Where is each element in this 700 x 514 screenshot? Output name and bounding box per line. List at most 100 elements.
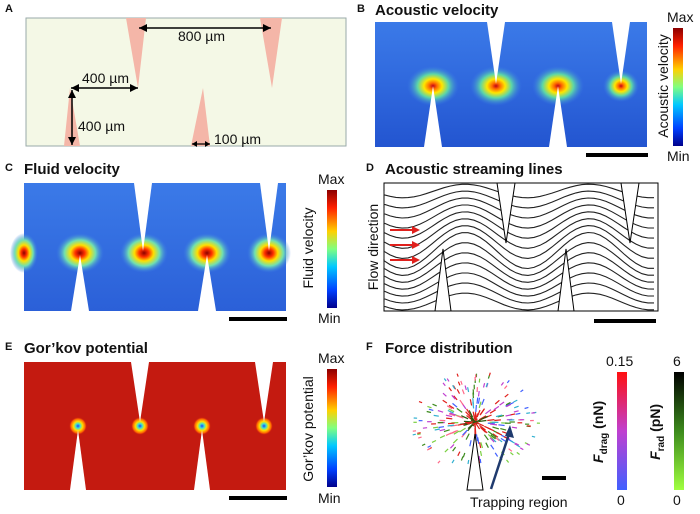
force-vector <box>498 424 505 427</box>
force-vector <box>452 402 458 408</box>
panel-d-scalebar <box>594 319 656 323</box>
force-vector <box>494 399 500 405</box>
force-vector <box>519 447 524 451</box>
force-vector <box>476 409 481 418</box>
sharp-edge-bottom-2 <box>191 88 210 146</box>
force-vector <box>479 408 485 415</box>
panel-f-force-field <box>412 372 566 491</box>
force-vector <box>513 405 519 409</box>
force-vector <box>453 395 458 401</box>
panel-a-schematic <box>25 17 347 147</box>
force-vector <box>487 375 490 379</box>
force-vector <box>477 391 480 397</box>
force-vector <box>451 459 455 464</box>
force-vector <box>526 443 531 446</box>
force-vector <box>496 431 503 436</box>
force-vector <box>445 432 452 436</box>
force-vector <box>483 434 489 441</box>
force-vector <box>469 399 473 406</box>
force-vector <box>460 380 463 385</box>
panel-b-scalebar <box>586 153 648 157</box>
panel-e-cb-min: Min <box>318 490 341 506</box>
force-vector <box>478 401 482 409</box>
force-vector <box>482 383 486 388</box>
force-vector <box>446 417 453 420</box>
force-vector <box>479 415 487 421</box>
force-vector <box>487 419 495 422</box>
panel-e-scalebar <box>229 496 287 500</box>
sharp-edge-top-2 <box>260 18 282 88</box>
panel-e-field <box>24 362 286 490</box>
panel-f-letter: F <box>366 341 373 353</box>
force-vector <box>456 389 461 394</box>
panel-e-title: Gor’kov potential <box>24 340 148 357</box>
panel-b-colorbar <box>673 28 683 146</box>
force-vector <box>492 426 500 430</box>
streamline <box>383 218 654 249</box>
force-vector <box>479 450 483 457</box>
panel-e-cb-max: Max <box>318 350 345 366</box>
force-vector <box>508 448 513 452</box>
panel-b-cb-max: Max <box>667 9 694 25</box>
force-vector <box>476 422 485 427</box>
force-vector <box>443 429 450 433</box>
force-vector <box>442 382 446 387</box>
force-vector <box>464 385 467 391</box>
rad-cb-min: 0 <box>673 492 681 508</box>
force-vector <box>531 412 535 414</box>
force-vector <box>446 405 453 410</box>
force-vector <box>492 433 499 438</box>
force-vector <box>494 452 499 457</box>
force-vector <box>465 411 472 418</box>
force-vector <box>514 442 520 446</box>
panel-d-flow-direction: Flow direction <box>365 203 381 291</box>
force-vector <box>442 399 448 404</box>
force-vector <box>452 384 456 390</box>
force-vector <box>448 413 456 417</box>
force-vector <box>497 414 505 418</box>
panel-d-streamlines <box>383 182 659 312</box>
force-vector <box>478 419 487 423</box>
panel-f-title: Force distribution <box>385 340 513 357</box>
force-vector <box>485 442 489 448</box>
streamline <box>383 197 654 219</box>
panel-e-cb-label: Gor’kov potential <box>300 376 316 482</box>
force-vector <box>478 442 482 449</box>
force-vector <box>461 415 469 420</box>
flow-direction-arrows <box>390 226 420 264</box>
force-vector <box>456 407 463 413</box>
force-vector <box>506 380 510 384</box>
force-vector <box>500 428 507 431</box>
force-vector <box>490 433 497 438</box>
force-vector <box>470 415 476 423</box>
force-vector <box>510 452 514 456</box>
force-vector <box>524 406 529 410</box>
force-vector <box>487 427 495 432</box>
force-vector <box>516 451 520 455</box>
force-vector <box>452 446 457 452</box>
drag-cb-label: Fdrag (nN) <box>590 400 610 463</box>
force-vector <box>422 427 428 429</box>
force-vector <box>466 408 472 416</box>
force-vector <box>488 372 491 376</box>
force-vector <box>487 422 495 425</box>
force-vector <box>442 392 447 397</box>
force-vector <box>467 387 470 393</box>
panel-c-field <box>10 183 291 311</box>
force-vector <box>479 458 482 464</box>
streamline <box>383 211 655 239</box>
streamline <box>383 272 654 297</box>
force-vector <box>500 437 506 442</box>
streamline <box>383 225 654 259</box>
force-vector <box>449 443 455 449</box>
force-vector <box>462 429 468 436</box>
force-vector <box>513 410 519 413</box>
force-vector <box>476 397 479 404</box>
force-vector <box>426 447 431 451</box>
force-vector <box>452 438 458 444</box>
streamline <box>383 190 654 209</box>
streamline <box>383 292 654 311</box>
force-vector <box>449 412 457 416</box>
force-vector <box>504 393 509 398</box>
force-vector <box>437 460 441 464</box>
